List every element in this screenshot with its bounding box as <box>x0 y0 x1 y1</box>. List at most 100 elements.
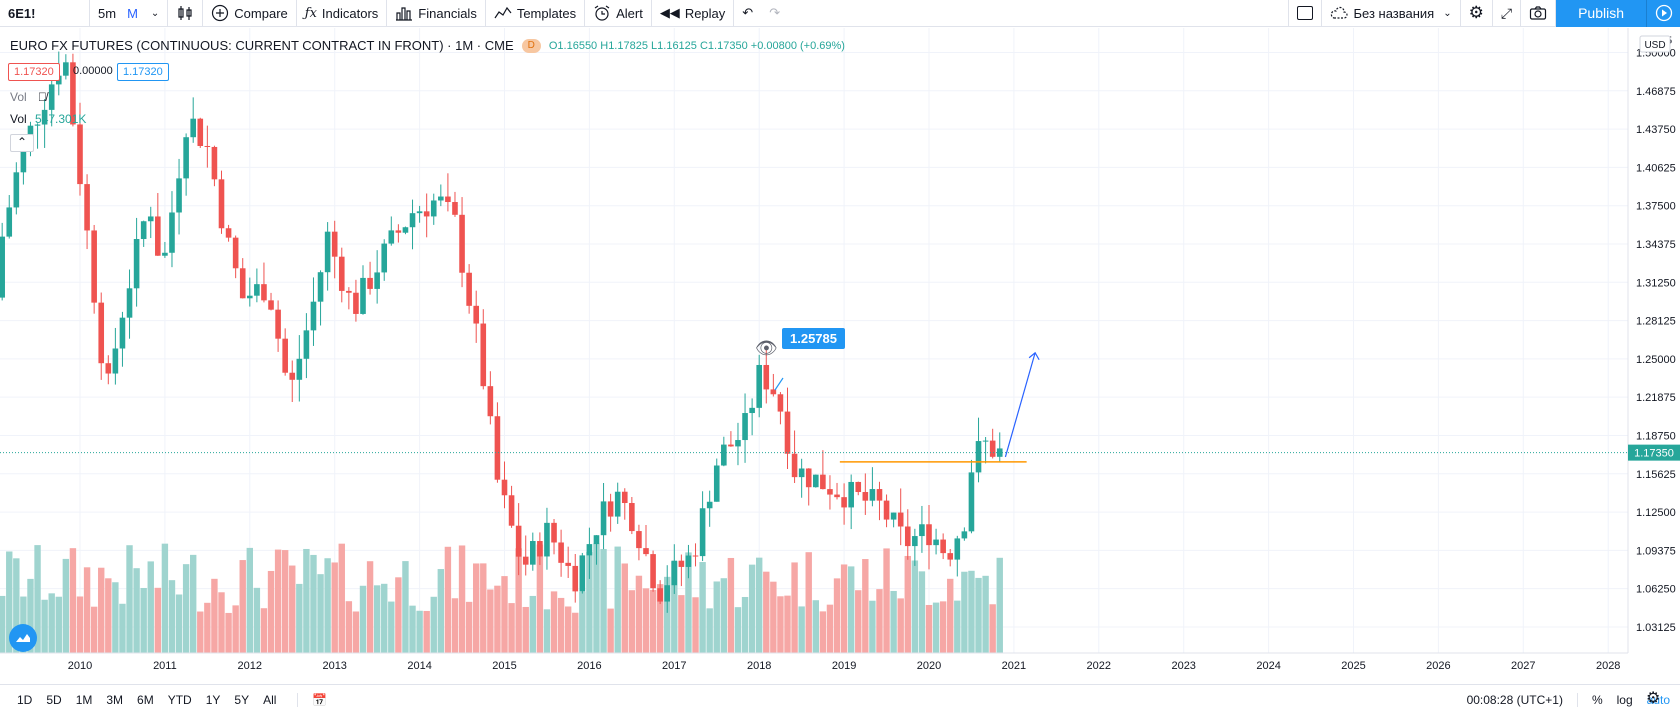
volume-bar <box>359 585 367 653</box>
high-value: H1.17825 <box>600 39 648 52</box>
auto-toggle[interactable]: auto <box>1646 693 1670 707</box>
interval-alt-label: M <box>127 5 138 21</box>
symbol-search[interactable]: 6E1! <box>0 0 90 27</box>
price-note-label[interactable]: 1.25785 <box>782 328 845 349</box>
clock-time[interactable]: 00:08:28 (UTC+1) <box>1466 693 1563 707</box>
redo-button[interactable]: ↷ <box>761 0 788 27</box>
price-tick-label: 1.28125 <box>1636 316 1676 328</box>
indicators-button[interactable]: ƒx Indicators <box>297 0 388 27</box>
volume-bar <box>840 564 848 653</box>
alert-button[interactable]: Alert <box>585 0 652 27</box>
interval-label: 5m <box>98 5 117 21</box>
time-tick-label: 2028 <box>1596 660 1620 672</box>
vol2-label: Vol <box>10 112 27 126</box>
candle-body <box>20 142 27 173</box>
templates-icon <box>494 6 512 19</box>
candle-body <box>232 237 239 269</box>
volume-bar <box>267 570 275 653</box>
candle-body <box>820 474 826 490</box>
range-button-5y[interactable]: 5Y <box>234 693 250 707</box>
bottom-right: 00:08:28 (UTC+1) % log auto <box>1467 693 1680 707</box>
volume-bar <box>168 580 176 653</box>
settings-button[interactable]: ⚙ <box>1461 0 1493 27</box>
open-value: O1.16550 <box>548 39 598 52</box>
candle-body <box>742 413 748 441</box>
publish-button[interactable]: Publish <box>1556 0 1646 27</box>
snapshot-button[interactable] <box>1521 0 1557 27</box>
candle-body <box>466 272 472 306</box>
volume-bar <box>0 595 6 653</box>
range-button-5d[interactable]: 5D <box>46 693 62 707</box>
chevron-down-icon: ⌄ <box>150 7 160 19</box>
log-toggle[interactable]: log <box>1616 693 1633 707</box>
replay-button[interactable]: ◀◀ Replay <box>652 0 735 27</box>
volume-bar <box>6 551 13 653</box>
volume-bar <box>41 599 48 653</box>
volume-bar <box>274 549 282 653</box>
candle-body <box>940 539 946 554</box>
candle-body <box>155 216 161 256</box>
candle-body <box>423 211 430 217</box>
candle-body <box>13 172 20 208</box>
candle-body <box>544 522 550 557</box>
range-button-all[interactable]: All <box>263 693 277 707</box>
candle-body <box>211 146 218 180</box>
range-button-6m[interactable]: 6M <box>137 693 154 707</box>
chart-type-button[interactable] <box>168 0 204 27</box>
volume-bar <box>197 611 204 653</box>
undo-icon: ↶ <box>742 5 754 20</box>
volume-bar <box>409 605 416 653</box>
symbol-title[interactable]: EURO FX FUTURES (CONTINUOUS: CURRENT CON… <box>10 38 514 53</box>
volume-bar <box>635 575 643 653</box>
volume-bar <box>692 597 699 653</box>
compare-button[interactable]: Compare <box>203 0 297 27</box>
collapse-legend-button[interactable]: ⌃ <box>10 134 34 152</box>
volume-bar <box>147 561 154 653</box>
vol-indicator[interactable]: Vol 547.301K <box>10 112 86 126</box>
price-chart[interactable]: 1.500001.468751.437501.406251.375001.343… <box>0 28 1680 683</box>
volume-bar <box>727 557 735 653</box>
ohlc-values: O1.16550 H1.17825 L1.16125 C1.17350 +0.0… <box>549 40 845 52</box>
volume-bar <box>812 600 819 653</box>
interval-selector[interactable]: 5m M ⌄ <box>90 0 169 27</box>
layout-name-selector[interactable]: Без названия ⌄ <box>1322 0 1461 27</box>
volume-bar <box>876 589 883 653</box>
candle-body <box>331 231 338 257</box>
eye-off-icon[interactable]: 👁̸ <box>38 90 48 104</box>
volume-bar <box>388 601 395 653</box>
candle-body <box>303 330 310 359</box>
templates-button[interactable]: Templates <box>486 0 586 27</box>
price-tick-label: 1.21875 <box>1636 392 1676 404</box>
candle-body <box>841 497 847 508</box>
candle-body <box>883 500 890 520</box>
date-range-button[interactable]: 📅 <box>297 693 334 707</box>
play-button[interactable] <box>1646 0 1680 27</box>
fullscreen-button[interactable]: ⤢ <box>1493 0 1522 27</box>
candle-body <box>522 556 529 565</box>
ask-price-box[interactable]: 1.17320 <box>117 63 169 81</box>
layout-button[interactable] <box>1288 0 1323 27</box>
candle-body <box>0 236 5 298</box>
bid-price-box[interactable]: 1.17320 <box>8 63 60 81</box>
candle-body <box>784 411 791 454</box>
axis-settings-button[interactable]: ⚙ <box>1646 688 1660 708</box>
range-button-ytd[interactable]: YTD <box>167 693 192 707</box>
range-button-1y[interactable]: 1Y <box>205 693 221 707</box>
volume-bar <box>465 601 473 653</box>
undo-button[interactable]: ↶ <box>734 0 761 27</box>
range-button-1m[interactable]: 1M <box>75 693 93 707</box>
volume-bar <box>494 585 501 653</box>
volume-bar <box>649 589 657 653</box>
eye-icon[interactable]: 👁 <box>755 338 778 358</box>
percent-toggle[interactable]: % <box>1576 693 1603 707</box>
range-button-3m[interactable]: 3M <box>106 693 124 707</box>
candle-body <box>629 503 635 532</box>
vol-indicator-hidden[interactable]: Vol 👁̸ <box>10 90 47 104</box>
volume-bar <box>161 543 169 653</box>
financials-button[interactable]: Financials <box>387 0 486 27</box>
range-button-1d[interactable]: 1D <box>17 693 33 707</box>
volume-bar <box>600 549 607 653</box>
tradingview-logo-icon[interactable] <box>9 624 37 652</box>
candle-body <box>671 560 678 586</box>
volume-bar <box>685 552 692 653</box>
